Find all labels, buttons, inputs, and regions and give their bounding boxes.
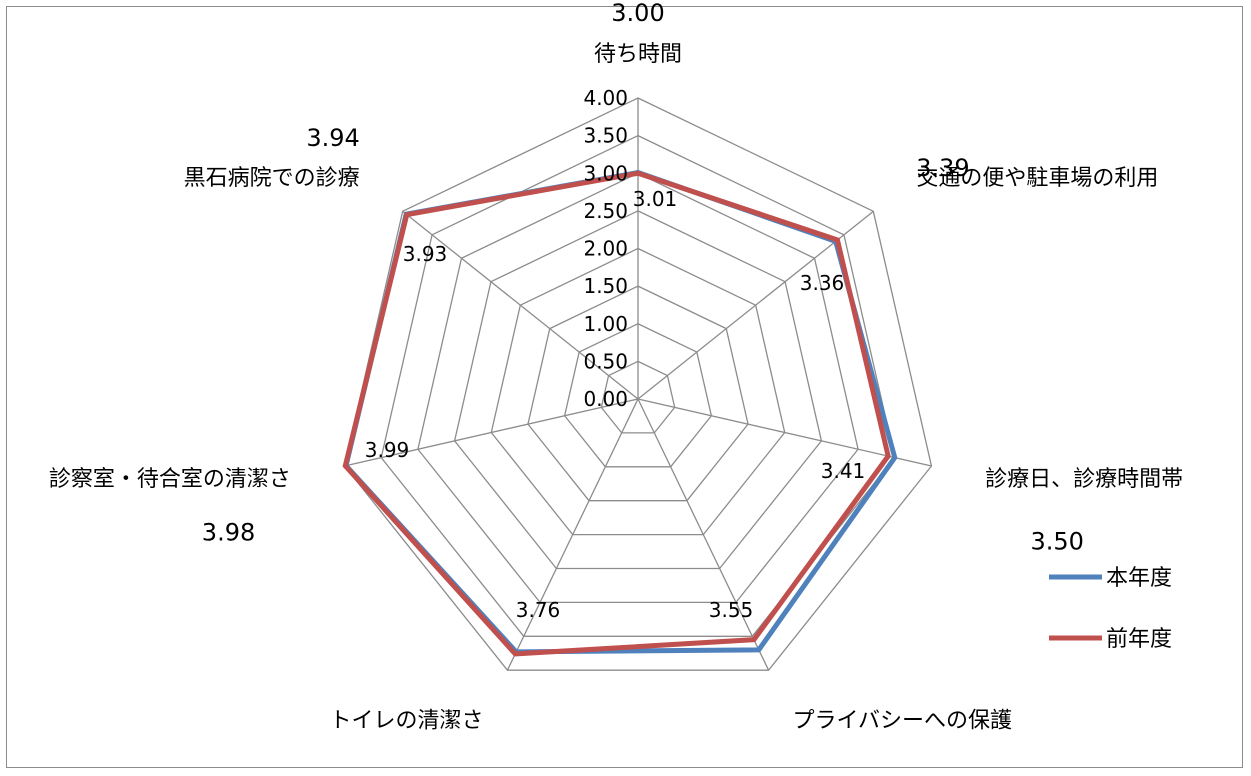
category-label: 診察室・待合室の清潔さ [49, 467, 291, 492]
spoke-4 [506, 398, 639, 671]
axis-tick-label: 2.00 [583, 237, 628, 261]
legend-label-series-2: 前年度 [1106, 627, 1172, 652]
outer-value-label: 3.39 [916, 154, 969, 182]
grid-ring-1 [600, 360, 676, 434]
axis-tick-label: 3.00 [583, 161, 628, 185]
outer-value-labels: 3.003.393.503.703.733.983.94 [202, 0, 1084, 556]
grid-ring-5 [453, 210, 823, 570]
inner-value-label: 3.93 [403, 242, 448, 266]
chart-frame [6, 6, 1243, 768]
inner-value-labels: 3.01 3.36 3.41 3.55 3.76 3.99 3.93 [365, 187, 866, 622]
grid-ring-3 [527, 285, 749, 502]
axis-tick-label: 0.00 [583, 387, 628, 411]
inner-value-label: 3.01 [633, 187, 678, 211]
category-label: 診療日、診療時間帯 [985, 467, 1183, 492]
spoke-2 [637, 398, 932, 467]
radar-grid [343, 97, 933, 671]
inner-value-label: 3.76 [516, 598, 561, 622]
legend-label-series-1: 本年度 [1106, 566, 1172, 591]
radar-series [342, 169, 898, 657]
category-label: トイレの清潔さ [330, 709, 484, 734]
inner-value-label: 3.36 [800, 271, 845, 295]
legend: 本年度 前年度 [1049, 566, 1172, 652]
radar-spokes [344, 98, 932, 671]
category-label: 交通の便や駐車場の利用 [916, 166, 1158, 191]
axis-tick-label: 4.00 [583, 86, 628, 110]
inner-value-label: 3.41 [821, 459, 866, 483]
spoke-6 [402, 210, 639, 400]
axis-tick-label: 1.50 [583, 274, 628, 298]
category-label: プライバシーへの保護 [792, 709, 1012, 734]
spoke-5 [344, 398, 639, 467]
grid-ring-8 [343, 97, 933, 671]
outer-value-label: 3.94 [306, 124, 359, 152]
outer-value-label: 3.98 [202, 518, 255, 546]
inner-value-label: 3.55 [709, 598, 754, 622]
grid-ring-2 [563, 323, 713, 468]
axis-tick-label: 1.00 [583, 312, 628, 336]
series-line-2 [342, 170, 891, 657]
grid-ring-7 [380, 134, 896, 637]
category-label: 黒石病院での診療 [184, 166, 360, 191]
axis-tick-label: 2.50 [583, 199, 628, 223]
grid-ring-4 [490, 247, 786, 536]
grid-ring-6 [417, 172, 859, 604]
outer-value-label: 3.00 [611, 0, 664, 27]
inner-value-label: 3.99 [365, 438, 410, 462]
outer-value-label: 3.50 [1031, 528, 1084, 556]
axis-tick-label: 3.50 [583, 124, 628, 148]
radial-axis-ticks: 0.00 0.50 1.00 1.50 2.00 2.50 3.00 3.50 4.00 [583, 86, 628, 411]
category-label: 待ち時間 [594, 42, 682, 67]
axis-tick-label: 0.50 [583, 349, 628, 373]
spoke-3 [637, 398, 770, 671]
